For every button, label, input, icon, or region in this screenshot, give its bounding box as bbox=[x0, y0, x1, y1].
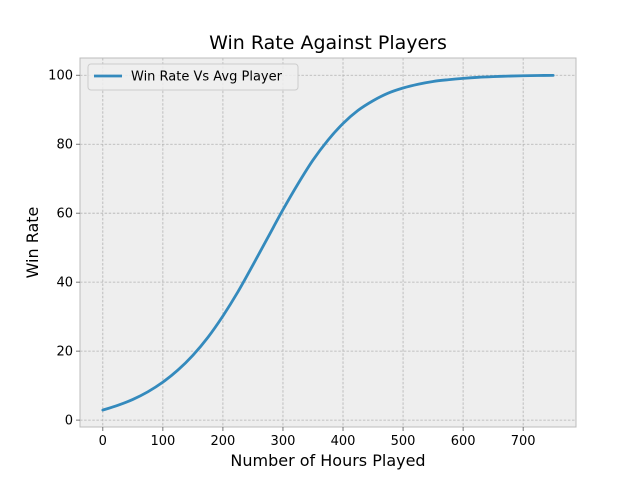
ticks: 0 100 200 300 400 500 600 700 0 20 40 60 80 100 bbox=[48, 69, 535, 449]
y-tick-label: 60 bbox=[56, 207, 73, 222]
legend: Win Rate Vs Avg Player bbox=[87, 63, 299, 91]
series-line bbox=[101, 73, 555, 412]
y-tick-label: 80 bbox=[56, 138, 73, 153]
y-tick-label: 20 bbox=[56, 345, 73, 360]
chart-title: Win Rate Against Players bbox=[209, 32, 447, 54]
x-tick-label: 700 bbox=[511, 434, 536, 449]
grid bbox=[80, 58, 576, 427]
plot-area bbox=[80, 58, 576, 427]
x-tick-label: 500 bbox=[391, 434, 416, 449]
y-tick-label: 100 bbox=[48, 69, 73, 84]
plot-frame bbox=[79, 57, 577, 428]
x-tick-label: 0 bbox=[99, 434, 107, 449]
series-layer bbox=[101, 73, 555, 412]
x-tick-label: 100 bbox=[150, 434, 175, 449]
x-tick-label: 300 bbox=[271, 434, 296, 449]
x-tick-label: 400 bbox=[331, 434, 356, 449]
y-tick-label: 40 bbox=[56, 276, 73, 291]
x-tick-label: 600 bbox=[451, 434, 476, 449]
y-axis-label: Win Rate bbox=[23, 207, 42, 279]
legend-box bbox=[87, 63, 299, 91]
legend-label: Win Rate Vs Avg Player bbox=[131, 70, 283, 85]
y-tick-label: 0 bbox=[65, 414, 73, 429]
x-axis-label: Number of Hours Played bbox=[230, 451, 425, 470]
x-tick-label: 200 bbox=[211, 434, 236, 449]
